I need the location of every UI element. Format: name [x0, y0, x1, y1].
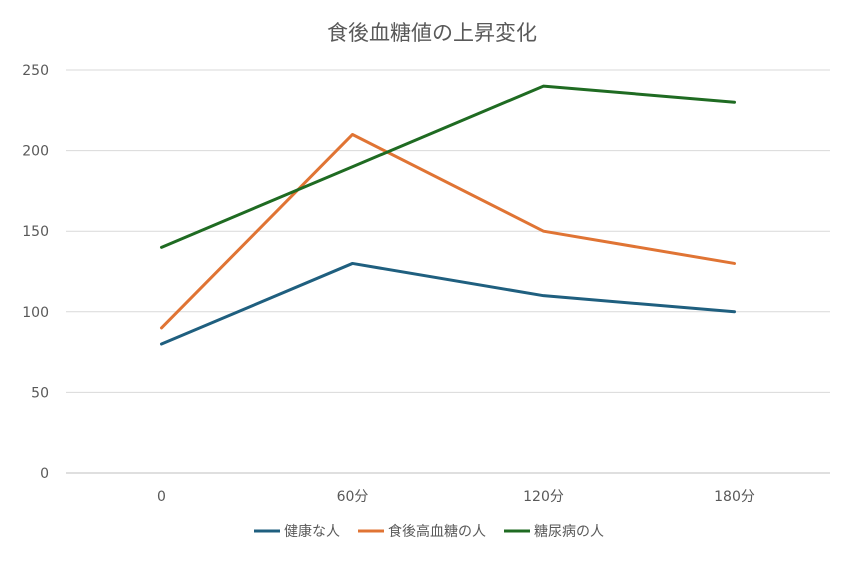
x-axis-tick-labels: 0 60分 120分 180分: [157, 489, 755, 505]
x-tick-label: 120分: [523, 489, 564, 505]
chart-title: 食後血糖値の上昇変化: [327, 21, 537, 45]
legend-item: 糖尿病の人: [504, 524, 604, 540]
legend-item: 健康な人: [254, 523, 340, 540]
y-tick-label: 250: [22, 63, 49, 79]
y-tick-label: 0: [40, 466, 49, 482]
x-tick-label: 180分: [714, 489, 755, 505]
y-axis-tick-labels: 0 50 100 150 200 250: [22, 63, 49, 482]
legend: 健康な人 食後高血糖の人 糖尿病の人: [254, 523, 604, 540]
legend-label: 糖尿病の人: [534, 524, 604, 540]
x-tick-label: 60分: [337, 489, 369, 505]
legend-label: 健康な人: [284, 523, 340, 540]
series-line-2: [160, 132, 736, 330]
series-line-1: [160, 261, 736, 346]
legend-item: 食後高血糖の人: [358, 523, 486, 540]
y-tick-label: 50: [31, 385, 49, 401]
series-lines: [160, 84, 736, 346]
y-tick-label: 200: [22, 144, 49, 160]
x-tick-label: 0: [157, 489, 166, 505]
series-line-3: [160, 84, 736, 249]
gridlines: [66, 69, 830, 474]
legend-label: 食後高血糖の人: [388, 523, 486, 540]
y-tick-label: 150: [22, 224, 49, 240]
y-tick-label: 100: [22, 305, 49, 321]
